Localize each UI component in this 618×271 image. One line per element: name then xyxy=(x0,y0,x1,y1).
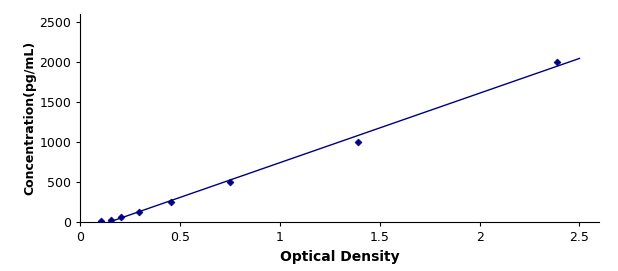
X-axis label: Optical Density: Optical Density xyxy=(280,250,400,264)
Y-axis label: Concentration(pg/mL): Concentration(pg/mL) xyxy=(23,41,36,195)
